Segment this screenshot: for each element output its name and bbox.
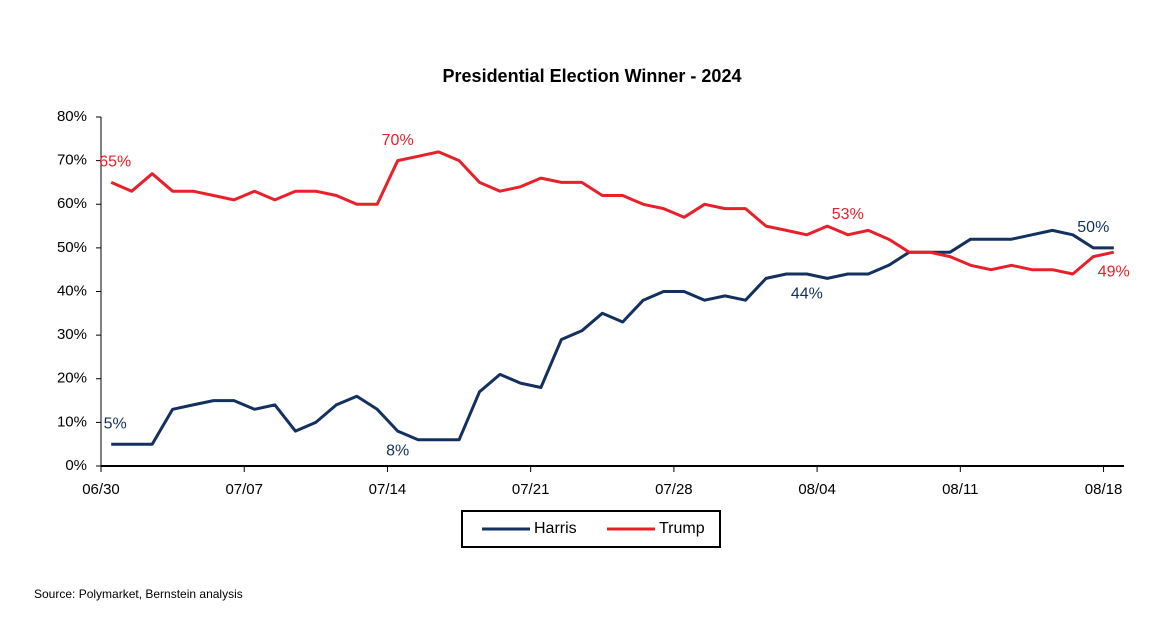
x-tick-label: 07/28 <box>655 481 693 498</box>
x-tick-label: 08/11 <box>942 481 978 498</box>
y-tick-label: 0% <box>65 457 87 474</box>
data-label: 65% <box>99 154 131 171</box>
legend-label: Harris <box>534 520 577 537</box>
y-tick-label: 20% <box>57 370 87 387</box>
y-tick-label: 30% <box>57 326 87 343</box>
x-tick-label: 07/14 <box>369 481 407 498</box>
series-line <box>111 228 1114 446</box>
x-tick-label: 08/18 <box>1085 481 1123 498</box>
data-label: 53% <box>832 206 864 223</box>
y-tick-label: 10% <box>57 413 87 430</box>
data-label: 49% <box>1098 263 1130 280</box>
legend-box <box>461 510 721 548</box>
y-tick-label: 40% <box>57 282 87 299</box>
data-label: 44% <box>791 285 823 302</box>
y-tick-label: 80% <box>57 108 87 125</box>
series-line <box>110 150 1115 276</box>
y-tick-label: 50% <box>57 239 87 256</box>
x-tick-label: 07/21 <box>512 481 550 498</box>
source-note: Source: Polymarket, Bernstein analysis <box>34 587 243 601</box>
x-tick-label: 06/30 <box>82 481 120 498</box>
data-label: 5% <box>104 415 127 432</box>
legend-label: Trump <box>659 520 705 537</box>
chart-title: Presidential Election Winner - 2024 <box>443 66 742 86</box>
data-label: 70% <box>382 132 414 149</box>
data-label: 50% <box>1077 219 1109 236</box>
x-tick-label: 07/07 <box>225 481 263 498</box>
data-label: 8% <box>386 442 409 459</box>
y-tick-label: 60% <box>57 195 87 212</box>
y-tick-label: 70% <box>57 152 87 169</box>
x-tick-label: 08/04 <box>798 481 836 498</box>
